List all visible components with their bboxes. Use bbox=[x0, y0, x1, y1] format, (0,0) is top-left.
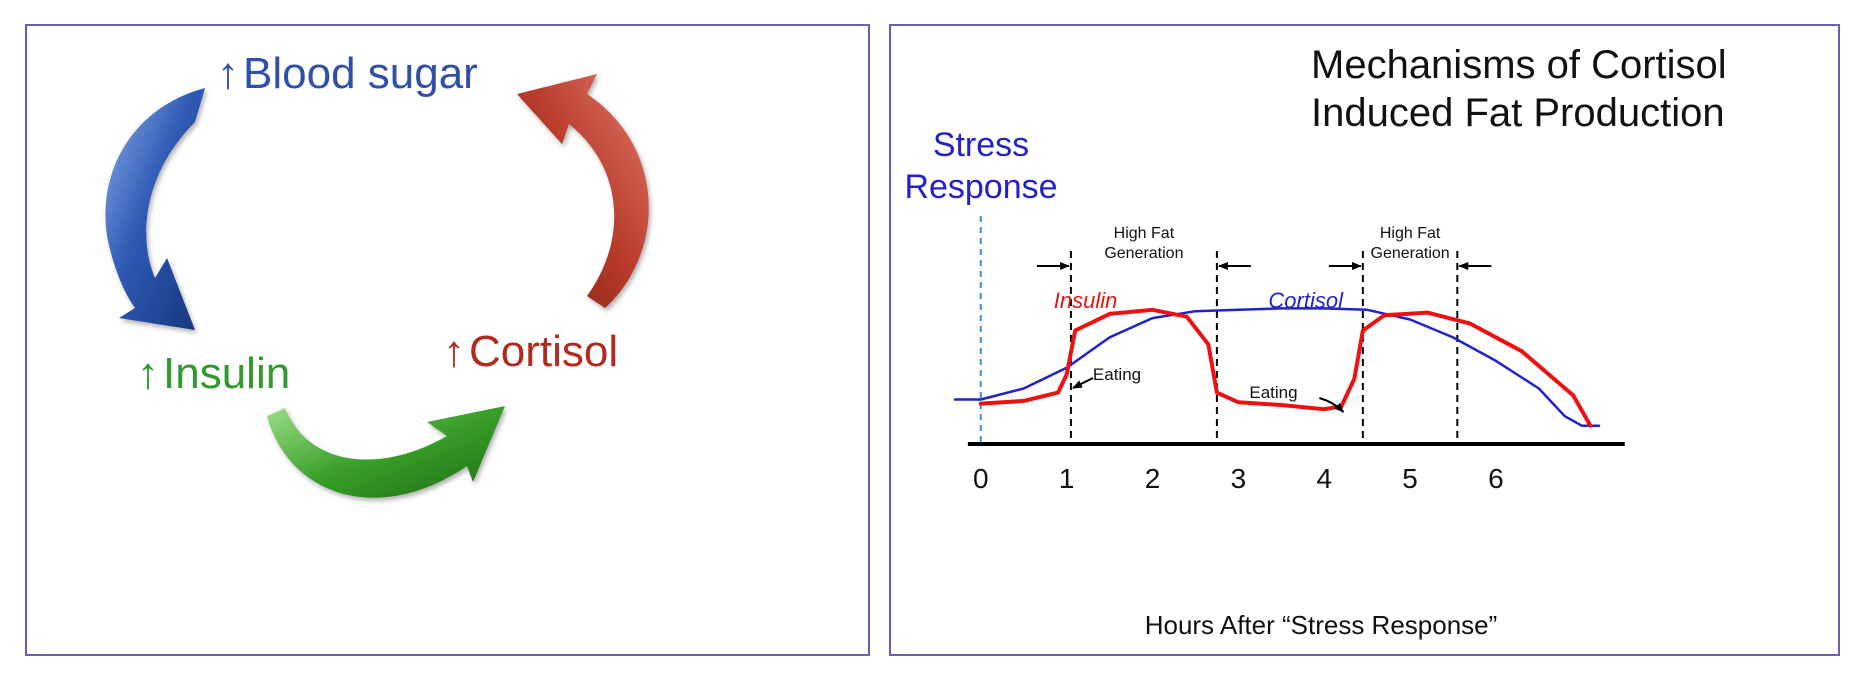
insulin-series-label: Insulin bbox=[1054, 288, 1118, 313]
high-fat-label-1-line-1: High Fat bbox=[1114, 225, 1175, 242]
eating-label-2: Eating bbox=[1249, 383, 1297, 402]
cortisol-label: ↑Cortisol bbox=[443, 327, 618, 376]
x-tick-0: 0 bbox=[973, 463, 989, 494]
eating-arrow-1 bbox=[1072, 377, 1094, 389]
blood-sugar-label: ↑Blood sugar bbox=[217, 49, 478, 98]
insulin-series-line bbox=[978, 307, 1593, 428]
x-axis-label: Hours After “Stress Response” bbox=[1145, 610, 1498, 640]
chart-title-line-1: Mechanisms of Cortisol bbox=[1311, 43, 1727, 87]
blue-cycle-arrow bbox=[105, 88, 205, 330]
x-tick-5: 5 bbox=[1402, 463, 1418, 494]
cycle-diagram: ↑Blood sugar ↑Insulin ↑Cortisol bbox=[105, 49, 649, 498]
x-tick-1: 1 bbox=[1059, 463, 1075, 494]
cycle-diagram-panel: ↑Blood sugar ↑Insulin ↑Cortisol bbox=[25, 24, 870, 656]
x-tick-3: 3 bbox=[1231, 463, 1247, 494]
x-tick-2: 2 bbox=[1145, 463, 1161, 494]
insulin-label: ↑Insulin bbox=[137, 349, 290, 398]
green-cycle-arrow bbox=[267, 406, 505, 498]
high-fat-label-2-line-1: High Fat bbox=[1380, 225, 1441, 242]
eating-arrow-2 bbox=[1319, 397, 1345, 413]
cortisol-series-label: Cortisol bbox=[1268, 288, 1344, 313]
high-fat-label-1-line-2: Generation bbox=[1104, 245, 1183, 262]
chart-title-line-2: Induced Fat Production bbox=[1311, 91, 1725, 135]
x-tick-4: 4 bbox=[1316, 463, 1332, 494]
eating-label-1: Eating bbox=[1093, 365, 1141, 384]
cortisol-chart: Mechanisms of Cortisol Induced Fat Produ… bbox=[904, 43, 1727, 640]
stress-label-line-1: Stress bbox=[933, 126, 1029, 164]
stress-label-line-2: Response bbox=[904, 168, 1057, 206]
high-fat-label-2-line-2: Generation bbox=[1371, 245, 1450, 262]
cortisol-chart-panel: Mechanisms of Cortisol Induced Fat Produ… bbox=[889, 24, 1840, 656]
red-cycle-arrow bbox=[517, 74, 649, 308]
x-tick-6: 6 bbox=[1488, 463, 1504, 494]
cortisol-series-line bbox=[953, 307, 1601, 427]
